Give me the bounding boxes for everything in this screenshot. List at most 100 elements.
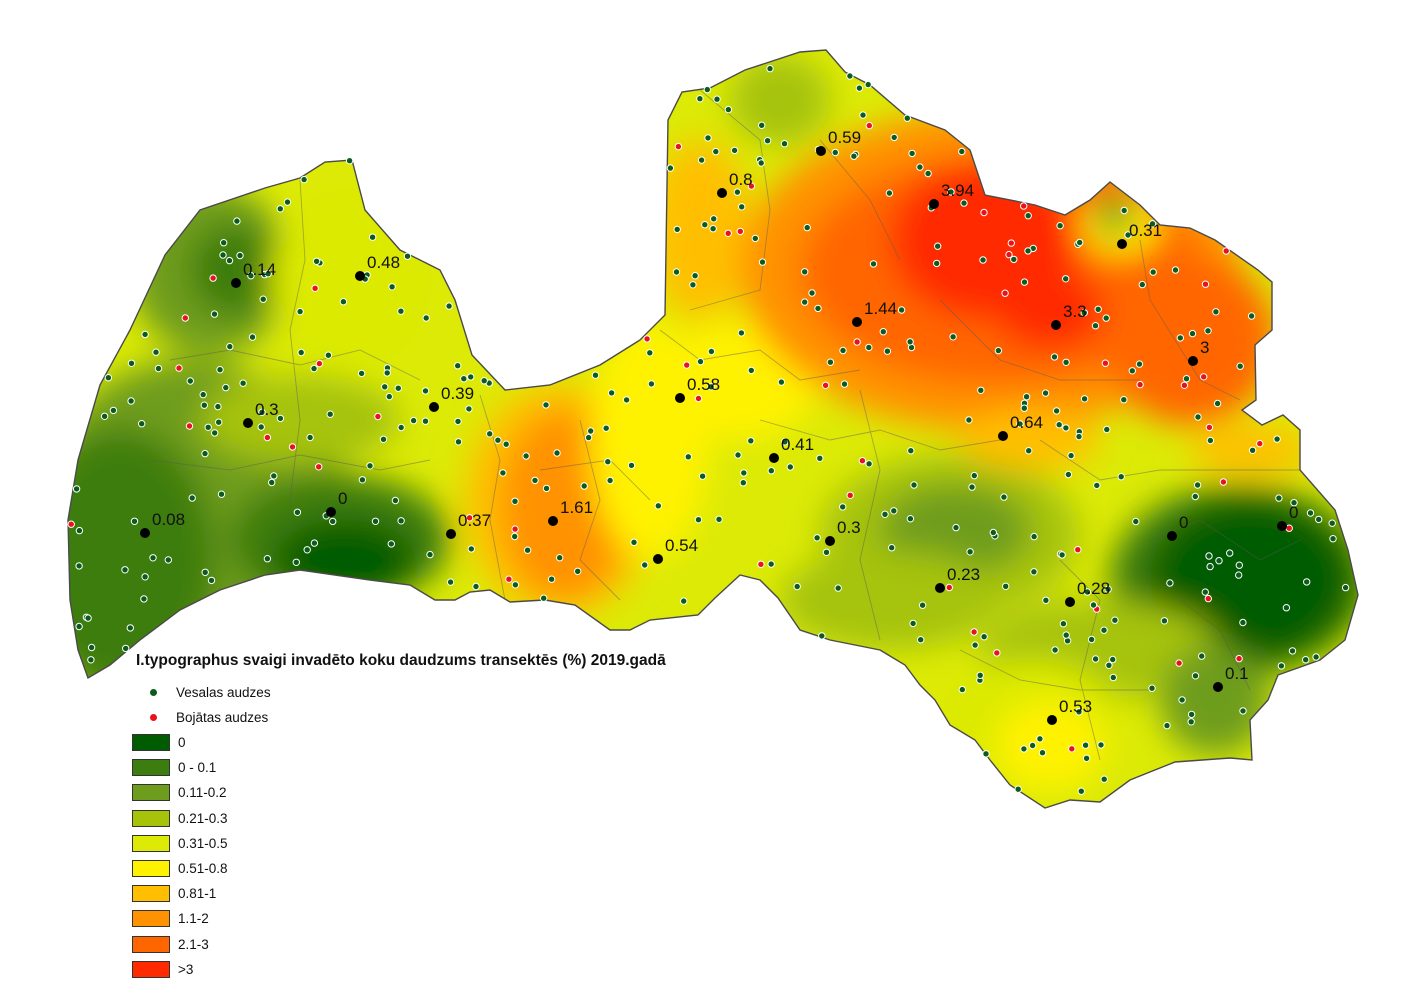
healthy-stand-point — [403, 252, 412, 260]
healthy-stand-point — [780, 140, 789, 148]
healthy-stand-point — [1191, 672, 1200, 680]
healthy-stand-point — [965, 416, 973, 424]
healthy-stand-point — [818, 632, 826, 640]
healthy-stand-point — [758, 258, 767, 266]
healthy-stand-point — [1062, 631, 1070, 639]
healthy-stand-point — [816, 454, 824, 462]
legend-swatch — [132, 935, 170, 953]
healthy-stand-point — [1020, 278, 1029, 286]
healthy-stand-point — [701, 221, 709, 229]
healthy-stand-point — [467, 373, 475, 381]
healthy-stand-point — [1191, 492, 1200, 501]
healthy-stand-point — [694, 516, 703, 524]
site-marker — [1051, 320, 1061, 330]
damaged-stand-point — [865, 121, 873, 130]
healthy-stand-point — [1226, 549, 1234, 557]
healthy-stand-point — [154, 364, 163, 373]
healthy-stand-point — [1062, 275, 1070, 283]
healthy-stand-point — [1042, 596, 1050, 604]
healthy-stand-point — [397, 423, 405, 432]
healthy-stand-point — [211, 429, 219, 437]
damaged-stand-point — [181, 314, 190, 322]
damaged-stand-point — [1175, 659, 1183, 667]
healthy-stand-point — [75, 622, 83, 631]
damaged-stand-point — [970, 628, 978, 636]
healthy-stand-point — [1109, 673, 1118, 682]
healthy-stand-point — [707, 383, 715, 391]
healthy-stand-point — [511, 497, 519, 505]
healthy-stand-point — [87, 643, 96, 652]
healthy-stand-point — [1120, 206, 1128, 215]
healthy-stand-point — [757, 159, 765, 167]
healthy-stand-point — [486, 430, 494, 438]
healthy-stand-point — [383, 369, 391, 377]
healthy-stand-point — [684, 453, 692, 461]
healthy-stand-point — [540, 594, 548, 602]
healthy-stand-point — [379, 435, 388, 443]
site-marker — [1047, 715, 1057, 725]
healthy-stand-point — [1022, 393, 1031, 401]
healthy-stand-point — [257, 423, 265, 431]
healthy-stand-point — [141, 330, 149, 339]
healthy-stand-point — [522, 452, 530, 460]
site-marker — [998, 431, 1008, 441]
damaged-stand-point — [747, 182, 756, 190]
healthy-stand-point — [397, 517, 405, 525]
healthy-stand-point — [808, 289, 816, 297]
healthy-stand-point — [1277, 662, 1286, 670]
healthy-stand-point — [971, 641, 979, 649]
site-marker — [231, 278, 241, 288]
damaged-stand-point — [465, 514, 474, 522]
legend-swatch — [132, 885, 170, 903]
healthy-stand-point — [1059, 620, 1068, 628]
healthy-stand-point — [104, 374, 113, 382]
site-value-label: 0.28 — [1077, 579, 1110, 598]
healthy-stand-point — [883, 347, 892, 355]
healthy-stand-point — [839, 503, 847, 511]
legend-swatch — [132, 834, 170, 852]
healthy-stand-point — [689, 281, 697, 289]
legend-class-label: 2.1-3 — [178, 936, 209, 952]
healthy-stand-point — [1247, 312, 1256, 320]
healthy-stand-point — [917, 636, 925, 644]
healthy-stand-point — [814, 304, 822, 313]
legend-classes: 0 0 - 0.1 0.11-0.2 0.21-0.3 0.31-0.5 0.51-0.8… — [132, 730, 666, 982]
legend-class-label: 0.31-0.5 — [178, 835, 228, 851]
healthy-stand-point — [1239, 618, 1247, 627]
healthy-stand-point — [387, 540, 395, 548]
healthy-stand-point — [222, 383, 230, 392]
site-value-label: 0.54 — [665, 536, 698, 555]
site-value-label: 0.64 — [1010, 413, 1043, 432]
healthy-stand-point — [1282, 604, 1291, 612]
healthy-stand-point — [607, 389, 616, 397]
healthy-stand-point — [199, 390, 207, 399]
healthy-stand-point — [1288, 647, 1297, 655]
legend-class-label: 0.51-0.8 — [178, 861, 228, 877]
healthy-stand-point — [869, 260, 878, 268]
healthy-stand-point — [1091, 322, 1100, 330]
healthy-stand-point — [1312, 653, 1320, 661]
healthy-stand-point — [1182, 375, 1191, 383]
site-value-label: 3.94 — [941, 181, 974, 200]
site-marker — [1213, 682, 1223, 692]
healthy-stand-point — [268, 478, 276, 487]
healthy-stand-point — [947, 188, 955, 196]
healthy-stand-point — [888, 544, 896, 552]
healthy-stand-point — [547, 575, 556, 583]
healthy-stand-point — [864, 80, 872, 89]
healthy-stand-point — [1198, 652, 1206, 660]
site-marker — [243, 418, 253, 428]
healthy-stand-point — [737, 329, 746, 337]
healthy-stand-point — [747, 437, 755, 445]
healthy-stand-point — [1000, 493, 1008, 501]
damaged-stand-point — [694, 394, 703, 403]
healthy-stand-point — [803, 223, 811, 232]
damaged-stand-point — [1068, 745, 1076, 753]
damaged-stand-point — [311, 284, 319, 292]
survey-points — [67, 64, 1350, 795]
site-value-label: 0.08 — [152, 510, 185, 529]
healthy-stand-point — [1082, 754, 1091, 762]
damaged-stand-point — [315, 359, 324, 368]
healthy-stand-point — [1187, 710, 1196, 719]
damaged-stand-point — [846, 491, 854, 499]
